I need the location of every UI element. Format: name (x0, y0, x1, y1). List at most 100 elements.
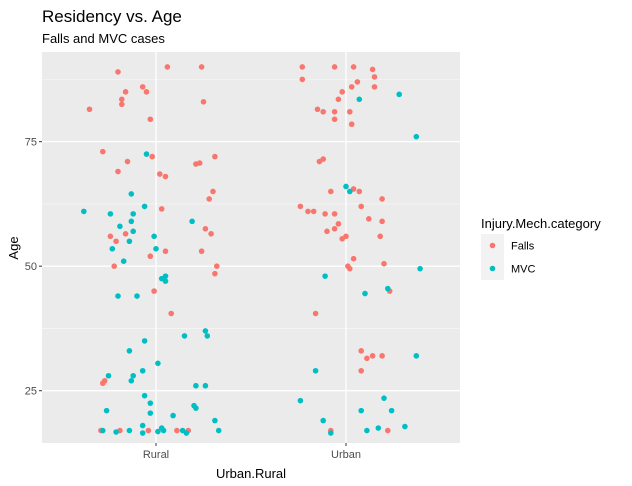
data-point-falls (356, 188, 363, 195)
data-point-falls (157, 171, 163, 177)
data-point-falls (364, 355, 370, 362)
data-point-mvc (147, 400, 154, 406)
data-point-mvc (134, 293, 140, 299)
data-point-mvc (181, 333, 188, 339)
data-point-falls (151, 288, 157, 294)
y-axis-title: Age (6, 236, 21, 259)
data-point-falls (147, 116, 154, 123)
data-point-falls (354, 79, 361, 85)
data-point-mvc (128, 218, 135, 225)
data-point-falls (124, 158, 131, 165)
data-point-mvc (170, 412, 176, 419)
data-point-mvc (215, 427, 222, 434)
data-point-falls (331, 226, 338, 232)
data-point-falls (358, 367, 365, 374)
x-tick-label: Rural (143, 449, 169, 461)
data-point-falls (379, 353, 385, 359)
y-tick-label: 75 (25, 137, 37, 149)
data-point-mvc (130, 228, 136, 235)
data-point-mvc (396, 91, 403, 98)
data-point-falls (331, 211, 338, 217)
data-point-mvc (147, 410, 154, 416)
legend-title: Injury.Mech.category (481, 216, 601, 231)
data-point-mvc (141, 203, 148, 210)
data-point-falls (168, 310, 174, 317)
data-point-mvc (105, 372, 112, 379)
data-point-falls (119, 101, 125, 108)
data-point-mvc (139, 430, 146, 436)
y-axis: 25 50 75 (25, 137, 42, 398)
data-point-mvc (113, 429, 119, 435)
data-point-mvc (151, 233, 157, 240)
x-tick-label: Urban (331, 449, 361, 461)
data-point-mvc (297, 397, 304, 404)
data-point-falls (371, 74, 378, 80)
data-point-mvc (120, 258, 127, 264)
x-axis: Rural Urban (143, 443, 361, 461)
legend-key-mvc (489, 265, 496, 272)
data-point-mvc (126, 427, 133, 434)
chart-title: Residency vs. Age (42, 7, 182, 26)
data-point-falls (312, 310, 319, 317)
x-axis-title: Urban.Rural (216, 466, 286, 481)
data-point-mvc (107, 211, 114, 217)
data-point-mvc (362, 290, 368, 297)
data-point-mvc (115, 293, 121, 299)
data-point-falls (149, 153, 155, 160)
data-point-mvc (109, 245, 116, 252)
data-point-mvc (202, 382, 209, 389)
data-point-falls (198, 248, 205, 255)
data-point-falls (162, 173, 169, 180)
data-point-falls (115, 168, 121, 175)
data-point-mvc (385, 285, 391, 292)
data-point-falls (335, 221, 342, 227)
data-point-falls (379, 196, 385, 202)
data-point-mvc (413, 133, 420, 140)
data-point-falls (348, 84, 355, 90)
data-point-falls (305, 208, 311, 215)
data-point-mvc (155, 428, 161, 435)
data-point-mvc (328, 430, 334, 436)
y-tick-label: 50 (25, 261, 37, 273)
data-point-falls (299, 76, 306, 83)
data-point-mvc (322, 273, 328, 279)
data-point-falls (145, 427, 152, 434)
data-point-falls (339, 235, 346, 242)
data-point-mvc (130, 211, 136, 217)
data-point-falls (331, 108, 338, 115)
data-point-mvc (193, 405, 199, 411)
data-point-mvc (130, 372, 136, 379)
data-point-falls (122, 89, 129, 95)
data-point-falls (212, 153, 218, 160)
data-point-falls (358, 348, 365, 354)
data-point-falls (119, 96, 125, 103)
data-point-mvc (356, 96, 363, 103)
data-point-falls (196, 160, 203, 166)
data-point-falls (328, 188, 334, 195)
data-point-falls (100, 148, 106, 155)
data-point-mvc (126, 238, 133, 245)
data-point-falls (111, 263, 117, 269)
data-point-mvc (141, 392, 148, 399)
data-point-falls (299, 64, 306, 70)
grid-major (42, 52, 460, 443)
data-point-falls (214, 263, 220, 269)
data-point-falls (310, 208, 317, 215)
data-point-falls (139, 84, 146, 90)
data-point-falls (381, 260, 387, 267)
data-point-mvc (343, 183, 349, 190)
data-point-falls (101, 377, 108, 384)
data-point-falls (206, 196, 212, 202)
data-point-mvc (189, 218, 195, 225)
data-point-mvc (81, 208, 87, 215)
data-point-falls (371, 84, 378, 90)
data-point-falls (314, 106, 321, 113)
data-point-falls (198, 64, 205, 70)
data-point-falls (369, 353, 376, 359)
data-point-falls (143, 89, 150, 95)
data-point-mvc (143, 151, 150, 157)
data-point-falls (147, 253, 154, 260)
data-point-mvc (183, 430, 190, 436)
data-point-mvc (126, 348, 133, 354)
